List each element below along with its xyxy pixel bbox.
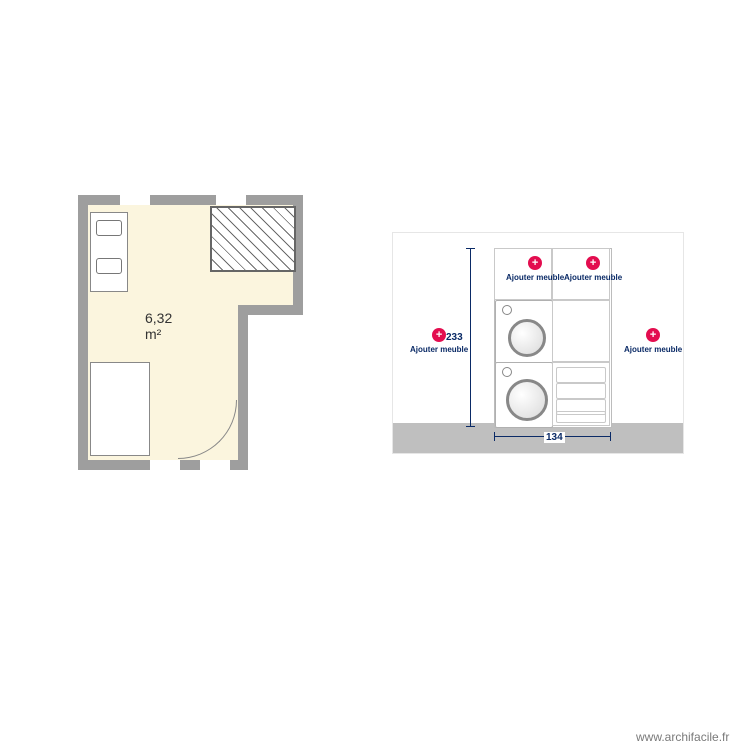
wall-right-lower: [238, 305, 248, 470]
sink-icon: [96, 220, 122, 236]
add-label: Ajouter meuble: [564, 273, 622, 282]
window-icon: [120, 195, 150, 205]
dryer: [495, 300, 553, 364]
window-icon: [150, 460, 180, 470]
porthole-icon: [506, 379, 548, 421]
drawer: [556, 411, 606, 423]
dim-tick: [610, 432, 611, 441]
add-label: Ajouter meuble: [624, 345, 682, 354]
dim-tick: [494, 432, 495, 441]
shower: [210, 206, 296, 272]
canvas: 6,32 m² 233 134 + Ajouter meuble + Ajout…: [0, 0, 750, 750]
dial-icon: [502, 367, 512, 377]
add-furniture-button[interactable]: + Ajouter meuble: [564, 256, 622, 282]
sink-icon: [96, 258, 122, 274]
add-furniture-button[interactable]: + Ajouter meuble: [624, 328, 682, 354]
cab-drawers: [552, 362, 610, 426]
dim-width-label: 134: [544, 432, 565, 443]
porthole-icon: [508, 319, 546, 357]
dial-icon: [502, 305, 512, 315]
plus-icon: +: [528, 256, 542, 270]
wall-left: [78, 195, 88, 470]
window-icon: [216, 195, 246, 205]
drawer: [556, 367, 606, 383]
dim-tick: [466, 248, 475, 249]
dim-tick: [466, 426, 475, 427]
dim-height-line: [470, 248, 471, 426]
add-label: Ajouter meuble: [410, 345, 468, 354]
wall-top: [78, 195, 303, 205]
add-furniture-button[interactable]: + Ajouter meuble: [506, 256, 564, 282]
watermark: www.archifacile.fr: [636, 730, 729, 744]
drawer: [556, 383, 606, 399]
cab-panel: [552, 300, 610, 362]
add-furniture-button[interactable]: + Ajouter meuble: [410, 328, 468, 354]
window-icon: [200, 460, 230, 470]
add-label: Ajouter meuble: [506, 273, 564, 282]
bathtub: [90, 362, 150, 456]
plus-icon: +: [432, 328, 446, 342]
plus-icon: +: [646, 328, 660, 342]
area-label: 6,32 m²: [145, 310, 172, 342]
washer: [495, 362, 553, 428]
hatch-pattern-icon: [212, 208, 294, 270]
plus-icon: +: [586, 256, 600, 270]
